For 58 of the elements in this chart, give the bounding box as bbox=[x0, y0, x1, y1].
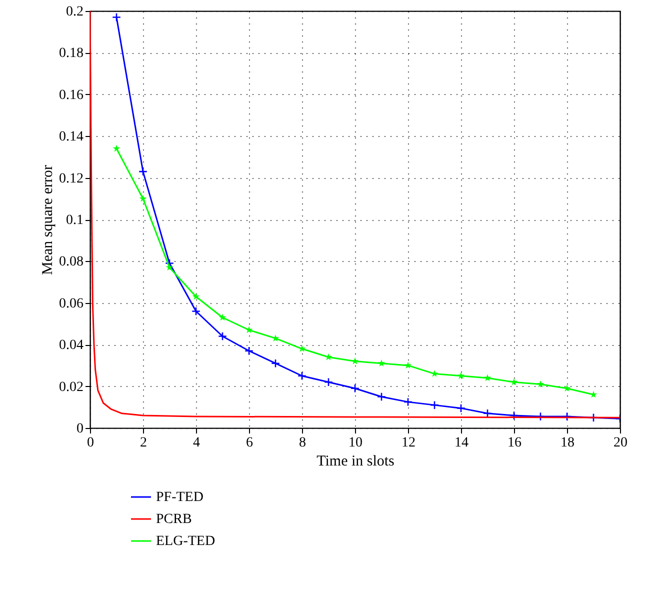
point bbox=[430, 400, 440, 410]
x-tick-label: 18 bbox=[560, 436, 574, 450]
y-tick-label: 0.2 bbox=[66, 4, 84, 20]
x-tick-label: 0 bbox=[87, 436, 94, 450]
x-tick-label: 12 bbox=[402, 436, 416, 450]
point bbox=[403, 397, 413, 406]
y-tick-label: 0.08 bbox=[59, 254, 84, 270]
x-tick-label: 10 bbox=[348, 436, 362, 450]
y-tick-label: 0.02 bbox=[59, 380, 84, 395]
x-tick-label: 4 bbox=[193, 436, 200, 450]
y-tick-label: 0.04 bbox=[59, 338, 84, 354]
point bbox=[324, 378, 334, 387]
point bbox=[536, 380, 544, 388]
x-tick-label: 6 bbox=[246, 436, 253, 450]
y-tick-label: 0.16 bbox=[59, 88, 84, 103]
point bbox=[112, 144, 120, 152]
point bbox=[509, 410, 519, 420]
point bbox=[218, 332, 228, 341]
legend-label: PCRB bbox=[156, 512, 192, 527]
point bbox=[510, 378, 518, 386]
y-tick-label: 0.12 bbox=[59, 171, 84, 186]
point bbox=[244, 346, 254, 356]
point bbox=[138, 167, 148, 176]
point bbox=[270, 358, 280, 368]
x-tick-label: 2 bbox=[140, 436, 147, 450]
point bbox=[139, 194, 147, 202]
point bbox=[218, 314, 226, 321]
point bbox=[376, 392, 386, 402]
point bbox=[563, 384, 571, 392]
point bbox=[482, 408, 492, 418]
point bbox=[562, 412, 572, 422]
point bbox=[350, 384, 360, 393]
point bbox=[351, 357, 359, 364]
x-tick-label: 8 bbox=[299, 436, 306, 450]
x-tick-label: 14 bbox=[454, 436, 468, 450]
y-tick-label: 0.06 bbox=[59, 296, 84, 312]
point bbox=[191, 306, 201, 316]
y-axis-title: Mean square error bbox=[40, 165, 56, 275]
point bbox=[297, 371, 307, 380]
point bbox=[536, 412, 546, 422]
point bbox=[484, 374, 492, 382]
y-tick-label: 0.1 bbox=[66, 213, 84, 228]
point bbox=[457, 372, 465, 380]
point bbox=[404, 362, 412, 369]
y-tick-label: 0.14 bbox=[59, 130, 84, 145]
x-tick-label: 20 bbox=[614, 436, 628, 450]
point bbox=[245, 326, 253, 334]
x-tick-label: 16 bbox=[508, 436, 522, 450]
point bbox=[192, 292, 200, 300]
legend-label: PF-TED bbox=[156, 490, 204, 505]
legend-label: ELG-TED bbox=[156, 534, 216, 549]
y-tick-label: 0.18 bbox=[59, 46, 84, 62]
point bbox=[112, 12, 122, 22]
point bbox=[166, 264, 174, 271]
y-tick-label: 0 bbox=[76, 422, 84, 436]
point bbox=[378, 359, 386, 366]
x-axis-title: Time in slots bbox=[316, 454, 395, 470]
point bbox=[456, 404, 466, 413]
